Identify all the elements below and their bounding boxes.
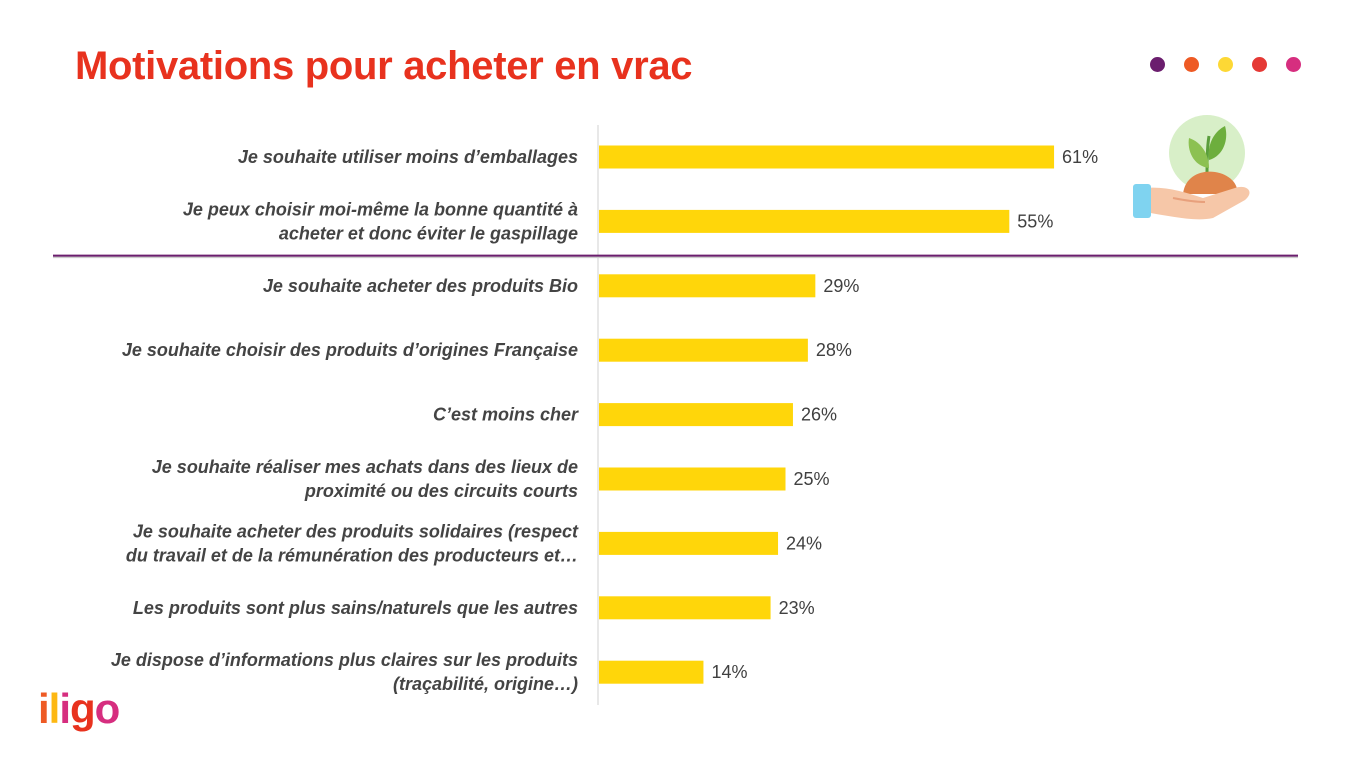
bar [599, 338, 808, 362]
data-label: 25% [794, 469, 830, 489]
bar [599, 660, 704, 684]
category-label-line: Je dispose d’informations plus claires s… [111, 650, 578, 670]
category-label-line: Je souhaite réaliser mes achats dans des… [152, 457, 578, 477]
category-label-line: Je souhaite utiliser moins d’emballages [238, 147, 578, 167]
category-label-line: C’est moins cher [433, 405, 579, 425]
category-label-line: Je souhaite acheter des produits solidai… [133, 521, 579, 541]
iligo-logo: iligo [38, 685, 121, 733]
bar [599, 274, 816, 298]
decorative-dot [1150, 57, 1165, 72]
logo-letter: o [94, 685, 121, 732]
decorative-dot [1218, 57, 1233, 72]
bar [599, 596, 771, 620]
category-label: Je souhaite réaliser mes achats dans des… [152, 457, 578, 501]
category-label-line: (traçabilité, origine…) [393, 674, 578, 694]
category-label: Je souhaite utiliser moins d’emballages [238, 147, 578, 167]
decorative-dot [1286, 57, 1301, 72]
logo-letter: i [59, 685, 71, 732]
data-label: 24% [786, 533, 822, 553]
category-label-line: Je souhaite acheter des produits Bio [263, 276, 578, 296]
category-label-line: du travail et de la rémunération des pro… [126, 545, 578, 565]
category-label: Je souhaite choisir des produits d’origi… [122, 340, 578, 360]
data-label: 14% [711, 662, 747, 682]
decorative-dot [1252, 57, 1267, 72]
decorative-dots [1150, 52, 1320, 76]
data-label: 28% [816, 340, 852, 360]
data-label: 61% [1062, 147, 1098, 167]
bar [599, 403, 793, 427]
decorative-dot [1184, 57, 1199, 72]
page-title: Motivations pour acheter en vrac [75, 44, 693, 88]
category-label-line: Les produits sont plus sains/naturels qu… [133, 598, 578, 618]
logo-letter: i [38, 685, 50, 732]
hand-holding-seedling-icon [1133, 115, 1250, 220]
category-label: C’est moins cher [433, 405, 579, 425]
logo-letter: l [48, 685, 61, 732]
bar [599, 531, 779, 555]
category-label-line: Je souhaite choisir des produits d’origi… [122, 340, 578, 360]
data-label: 26% [801, 405, 837, 425]
bar [599, 145, 1055, 169]
category-label: Je dispose d’informations plus claires s… [111, 650, 578, 694]
category-label: Je souhaite acheter des produits solidai… [126, 521, 579, 565]
logo-letter: g [70, 685, 96, 732]
bar [599, 209, 1010, 233]
category-label: Je peux choisir moi-même la bonne quanti… [183, 199, 578, 243]
data-label: 23% [779, 598, 815, 618]
category-label-line: acheter et donc éviter le gaspillage [279, 223, 578, 243]
category-label-line: proximité ou des circuits courts [304, 481, 578, 501]
data-label: 55% [1017, 211, 1053, 231]
data-label: 29% [823, 276, 859, 296]
category-label: Je souhaite acheter des produits Bio [263, 276, 578, 296]
bar [599, 467, 786, 491]
category-label-line: Je peux choisir moi-même la bonne quanti… [183, 199, 578, 219]
category-label: Les produits sont plus sains/naturels qu… [133, 598, 578, 618]
